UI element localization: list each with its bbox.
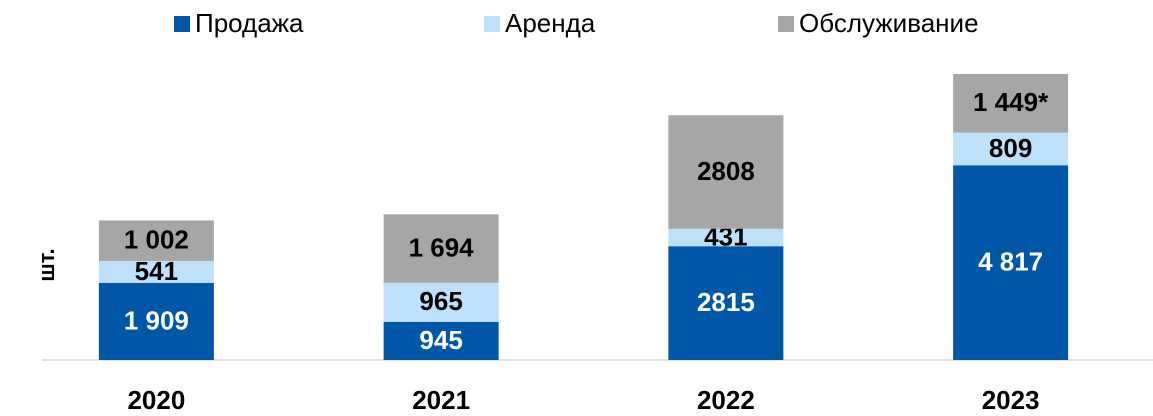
bar-segment	[668, 115, 784, 229]
bar-segment	[953, 74, 1069, 133]
bar-segment	[98, 220, 214, 261]
bar-segment	[98, 260, 214, 283]
x-tick-label: 2021	[412, 385, 470, 415]
data-label: 1 449*	[973, 87, 1049, 117]
data-label: 2815	[697, 287, 755, 317]
data-label: 809	[989, 133, 1032, 163]
x-tick-label: 2023	[982, 385, 1040, 415]
y-axis-label: шт.	[34, 248, 59, 281]
data-label: 965	[419, 286, 462, 316]
x-tick-label: 2022	[697, 385, 755, 415]
bar-segment	[668, 228, 784, 247]
bar-segment	[98, 282, 214, 360]
legend-swatch	[778, 16, 794, 32]
data-label: 1 909	[124, 305, 189, 335]
x-tick-label: 2020	[127, 385, 185, 415]
legend-label: Обслуживание	[799, 8, 979, 38]
legend-swatch	[484, 16, 500, 32]
data-label: 1 002	[124, 225, 189, 255]
legend-swatch	[174, 16, 190, 32]
bar-segment	[668, 246, 784, 360]
bar-segment	[383, 321, 499, 360]
data-label: 1 694	[409, 232, 475, 262]
bar-segment	[383, 214, 499, 283]
bar-segment	[953, 165, 1069, 360]
bar-segment	[953, 132, 1069, 166]
legend-label: Продажа	[195, 8, 304, 38]
data-label: 945	[419, 325, 462, 355]
bar-segment	[383, 282, 499, 322]
data-label: 2808	[697, 156, 755, 186]
data-label: 4 817	[978, 247, 1043, 277]
legend-label: Аренда	[505, 8, 596, 38]
